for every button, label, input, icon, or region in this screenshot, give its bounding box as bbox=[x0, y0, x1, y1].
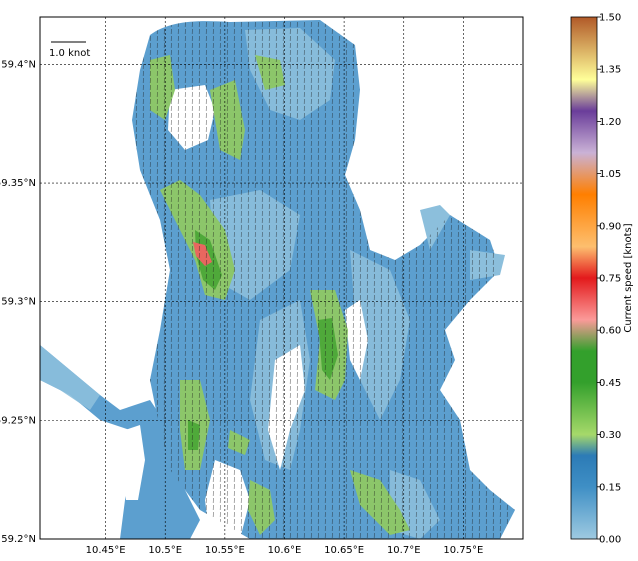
lon-tick-label: 10.7°E bbox=[387, 545, 421, 556]
colorbar-tick-label: 0.30 bbox=[599, 430, 621, 441]
velocity-arrows bbox=[132, 20, 515, 539]
colorbar-label: Current speed [knots] bbox=[623, 223, 634, 332]
colorbar-tick-label: 1.05 bbox=[599, 169, 621, 180]
lon-tick-label: 10.5°E bbox=[148, 545, 182, 556]
colorbar-tick-label: 0.15 bbox=[599, 482, 621, 493]
map-frame bbox=[39, 16, 524, 540]
colorbar-tick-label: 0.00 bbox=[599, 535, 621, 546]
lon-tick-label: 10.65°E bbox=[324, 545, 364, 556]
scale-bar-label: 1.0 knot bbox=[49, 48, 90, 59]
scale-bar: 1.0 knot bbox=[44, 33, 96, 59]
lon-tick-label: 10.55°E bbox=[205, 545, 245, 556]
lat-tick-label: 59.25°N bbox=[0, 415, 36, 426]
lon-tick-label: 10.6°E bbox=[268, 545, 302, 556]
latitude-tick-labels: 59.2°N 59.25°N 59.3°N 59.35°N 59.4°N bbox=[0, 59, 36, 545]
colorbar-tick-label: 1.35 bbox=[599, 65, 621, 76]
colorbar-tick-label: 0.45 bbox=[599, 378, 621, 389]
longitude-tick-labels: 10.45°E 10.5°E 10.55°E 10.6°E 10.65°E 10.7°E 1… bbox=[86, 545, 484, 556]
colorbar-tick-label: 0.75 bbox=[599, 274, 621, 285]
lat-tick-label: 59.2°N bbox=[1, 534, 36, 545]
lat-tick-label: 59.3°N bbox=[1, 297, 36, 308]
lat-tick-label: 59.35°N bbox=[0, 178, 36, 189]
colorbar-tick-label: 1.20 bbox=[599, 117, 621, 128]
colorbar-ramp bbox=[570, 16, 598, 540]
map-plot-area bbox=[40, 17, 523, 539]
lon-tick-label: 10.45°E bbox=[86, 545, 126, 556]
colorbar: 0.00 0.15 0.30 0.45 0.60 0.75 0.90 1.05 1.20 1.35… bbox=[570, 13, 634, 546]
map-grid bbox=[40, 17, 523, 539]
colorbar-tick-label: 0.60 bbox=[599, 326, 621, 337]
colorbar-tick-label: 0.90 bbox=[599, 221, 621, 232]
colorbar-ticks: 0.00 0.15 0.30 0.45 0.60 0.75 0.90 1.05 1.20 1.35… bbox=[597, 13, 621, 546]
lon-tick-label: 10.75°E bbox=[443, 545, 483, 556]
colorbar-tick-label: 1.50 bbox=[599, 13, 621, 24]
lat-tick-label: 59.4°N bbox=[1, 59, 36, 70]
